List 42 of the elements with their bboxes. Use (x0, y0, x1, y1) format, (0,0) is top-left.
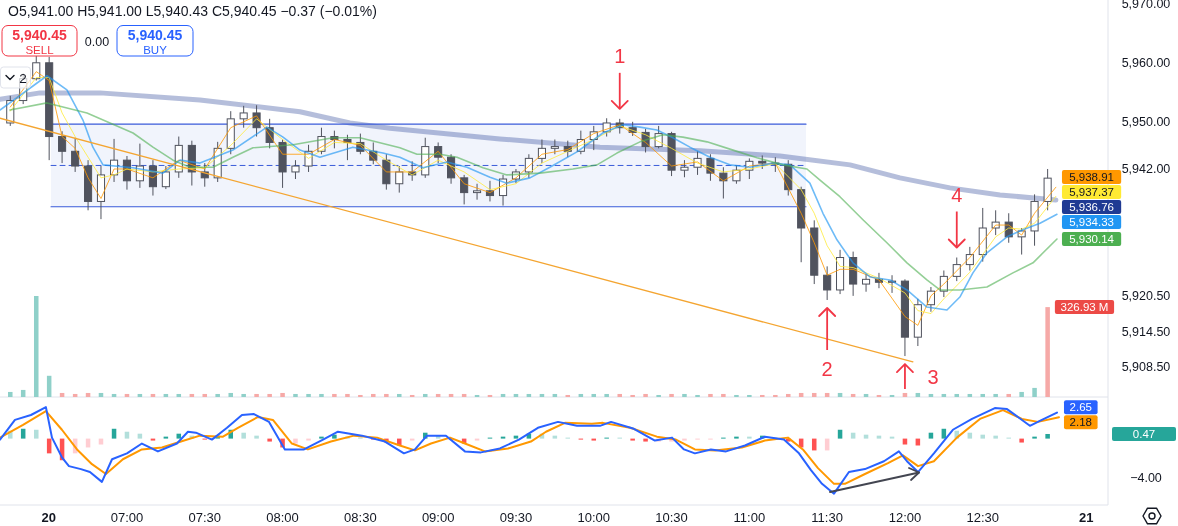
x-tick-label: 09:30 (499, 509, 533, 525)
y-tick-label: 5,960.00 (1121, 56, 1171, 71)
x-tick-label: 12:30 (966, 509, 1000, 525)
x-tick-label: 10:30 (655, 509, 688, 525)
annotation: SELL (25, 43, 55, 56)
x-tick-label: 11:00 (733, 509, 766, 525)
data-label: 5,934.33 (1069, 215, 1114, 228)
annotation: BUY (143, 43, 168, 56)
x2-tick-label: 21 (1078, 509, 1094, 525)
annotation: 1 (614, 44, 626, 67)
annotation: 5,940.45 (12, 27, 67, 44)
y-tick-label: 0.47 (1132, 428, 1156, 441)
annotation: 3 (927, 365, 939, 388)
annotation: 5,940.45 (127, 27, 183, 44)
x-tick-label: 08:00 (266, 509, 299, 525)
y-tick-label: 5,970.00 (1121, 0, 1171, 12)
x-tick-label: 10:00 (577, 509, 611, 525)
x2-tick-label: 20 (41, 509, 56, 525)
x-tick-label: 09:00 (421, 509, 455, 525)
x-tick-label: 11:30 (811, 509, 843, 525)
data-label: 2.65 (1069, 401, 1092, 414)
y-tick-label: 5,908.50 (1121, 360, 1171, 375)
annotation: 2 (821, 357, 833, 380)
x-tick-label: 08:30 (344, 509, 377, 525)
x-tick-label: 07:00 (110, 509, 144, 525)
data-label: 5,938.91 (1069, 170, 1114, 183)
x-tick-label: 07:30 (188, 509, 222, 525)
annotation: 0.00 (84, 35, 110, 50)
annotation: 4 (951, 183, 963, 206)
y-tick-label: 5,942.00 (1121, 162, 1171, 177)
y-tick-label: 5,914.50 (1121, 324, 1171, 339)
data-label: 2.18 (1069, 416, 1092, 429)
y-tick-label: 5,950.00 (1121, 115, 1171, 130)
annotation: 2 (19, 70, 27, 86)
y-tick-label: −4.00 (1130, 471, 1162, 486)
chart-title: O5,941.00 H5,941.00 L5,940.43 C5,940.45 −0.37 (−0.01%) (8, 2, 377, 19)
data-label: 5,936.76 (1069, 200, 1114, 213)
data-label: 5,930.14 (1069, 233, 1115, 245)
x-tick-label: 12:00 (888, 509, 922, 525)
annotation: 326.93 M (1060, 301, 1109, 314)
y-tick-label: 5,920.50 (1121, 289, 1171, 304)
data-label: 5,937.37 (1069, 185, 1114, 198)
